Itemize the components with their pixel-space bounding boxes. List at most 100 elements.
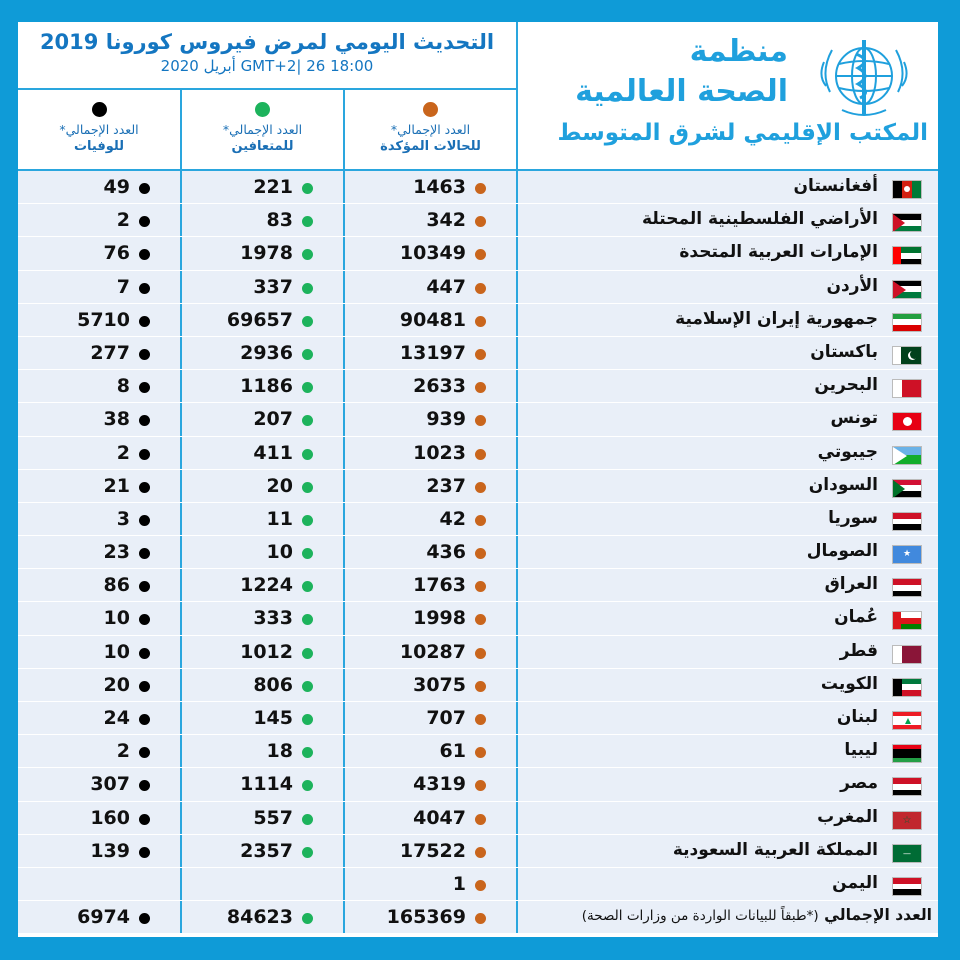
- deaths-dot-icon: [139, 647, 150, 659]
- deaths-cell: 2: [18, 436, 182, 469]
- cases-value: 10349: [399, 242, 466, 265]
- deaths-dot-icon: [139, 548, 150, 560]
- table-row: 23 10 436 الصومال ★: [18, 536, 938, 570]
- cases-dot-icon: [475, 581, 486, 593]
- recovered-cell: 69657: [182, 303, 345, 336]
- egypt-flag-icon: [892, 777, 922, 797]
- cases-dot-icon: [475, 183, 486, 194]
- deaths-cell: 76: [18, 237, 182, 270]
- deaths-dot-icon: [139, 348, 150, 360]
- cases-cell: 939: [345, 403, 518, 436]
- recovered-dot-icon: [302, 747, 313, 759]
- deaths-value: 10: [103, 607, 130, 630]
- kuwait-flag-icon: [892, 677, 922, 697]
- recovered-dot-icon: [302, 548, 313, 560]
- cases-cell: 42: [345, 502, 518, 536]
- deaths-dot-icon: [139, 216, 150, 228]
- deaths-value: 5710: [77, 308, 130, 331]
- recovered-cell: 411: [182, 436, 345, 469]
- deaths-value: 307: [90, 773, 130, 796]
- recovered-dot-icon: [302, 813, 313, 825]
- cases-dot-icon: [475, 614, 486, 626]
- recovered-dot-icon: [302, 714, 313, 725]
- recovered-value: 333: [253, 607, 293, 630]
- cases-dot-icon: [475, 348, 486, 360]
- cases-dot-icon: [475, 448, 486, 460]
- recovered-cell: 2936: [182, 336, 345, 370]
- deaths-header-line2: للوفيات: [73, 139, 125, 154]
- country-name: البحرين: [814, 375, 878, 396]
- cases-value: 1998: [413, 607, 466, 630]
- deaths-cell: 21: [18, 469, 182, 502]
- table-row: 3 11 42 سوريا: [18, 502, 938, 537]
- total-deaths-value: 6974: [77, 906, 130, 929]
- deaths-dot-icon: [139, 415, 150, 427]
- country-name: قطر: [839, 640, 878, 661]
- libya-flag-icon: [892, 744, 922, 764]
- recovered-cell: 1978: [182, 237, 345, 270]
- cases-cell: 1998: [345, 602, 518, 635]
- deaths-cell: [18, 867, 182, 901]
- djibouti-flag-icon: [892, 445, 922, 465]
- deaths-dot-icon: [91, 102, 107, 117]
- deaths-dot-icon: [139, 614, 150, 626]
- deaths-dot-icon: [139, 514, 150, 526]
- recovered-value: 10: [266, 541, 293, 564]
- cases-cell: 61: [345, 735, 518, 768]
- recovered-value: 18: [266, 740, 293, 763]
- table-row: 1 اليمن: [18, 867, 938, 902]
- deaths-cell: 10: [18, 602, 182, 635]
- recovered-value: 20: [266, 474, 293, 497]
- table-row: 8 1186 2633 البحرين: [18, 370, 938, 404]
- cases-header-line2: للحالات المؤكدة: [380, 139, 481, 154]
- country-name: المغرب: [817, 806, 878, 827]
- deaths-cell: 3: [18, 502, 182, 536]
- recovered-value: 1186: [240, 375, 293, 398]
- recovered-value: 2357: [240, 839, 293, 862]
- cases-cell: 13197: [345, 336, 518, 370]
- pakistan-flag-icon: [892, 345, 922, 365]
- country-name: الإمارات العربية المتحدة: [679, 242, 878, 263]
- org-name-line1: منظمة: [689, 34, 788, 69]
- deaths-value: 3: [116, 507, 130, 530]
- who-logo-area: منظمة الصحة العالمية المكتب الإقليمي لشر…: [518, 22, 938, 169]
- total-deaths-cell: 6974: [18, 901, 182, 934]
- country-name: تونس: [830, 408, 878, 429]
- recovered-cell: 1114: [182, 768, 345, 801]
- country-cell: العراق: [518, 569, 938, 601]
- recovered-value: 69657: [226, 308, 293, 331]
- cases-dot-icon: [475, 813, 486, 825]
- iran-flag-icon: [892, 312, 922, 332]
- deaths-cell: 2: [18, 735, 182, 768]
- total-cases-dot-icon: [475, 913, 486, 925]
- cases-value: 707: [426, 707, 466, 729]
- deaths-cell: 307: [18, 768, 182, 801]
- country-cell: لبنان: [518, 702, 938, 734]
- deaths-dot-icon: [139, 813, 150, 825]
- syria-flag-icon: [892, 511, 922, 531]
- country-name: الصومال: [806, 541, 878, 562]
- recovered-dot-icon: [302, 614, 313, 626]
- cases-value: 1023: [413, 441, 466, 464]
- country-cell: الإمارات العربية المتحدة: [518, 237, 938, 269]
- deaths-value: 277: [90, 341, 130, 364]
- cases-cell: 10287: [345, 635, 518, 668]
- table-row: 277 2936 13197 باكستان: [18, 336, 938, 371]
- country-name: جيبوتي: [817, 441, 878, 462]
- country-cell: تونس: [518, 403, 938, 435]
- recovered-cell: 337: [182, 270, 345, 303]
- deaths-cell: 139: [18, 834, 182, 867]
- recovered-cell: 1186: [182, 370, 345, 403]
- recovered-cell: 18: [182, 735, 345, 768]
- who-emblem-icon: [820, 40, 908, 116]
- cases-cell: 342: [345, 204, 518, 237]
- table-row: 21 20 237 السودان: [18, 469, 938, 503]
- recovered-dot-icon: [302, 846, 313, 858]
- table-row: 10 1012 10287 قطر: [18, 635, 938, 669]
- recovered-dot-icon: [302, 415, 313, 427]
- yemen-flag-icon: [892, 876, 922, 896]
- cases-dot-icon: [475, 315, 486, 327]
- deaths-cell: 7: [18, 270, 182, 303]
- deaths-value: 8: [116, 375, 130, 398]
- cases-dot-icon: [475, 647, 486, 659]
